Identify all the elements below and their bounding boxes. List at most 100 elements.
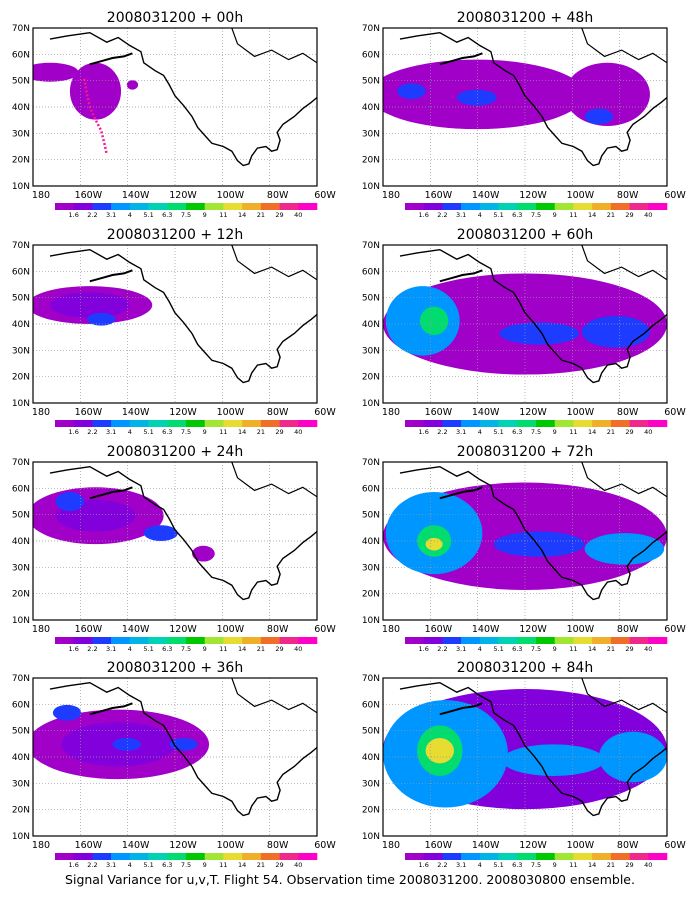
- colorbar-label: 40: [294, 428, 302, 436]
- lon-label: 160W: [75, 407, 103, 418]
- panel-title: 2008031200 + 12h: [107, 227, 243, 243]
- lat-label: 10N: [12, 616, 30, 626]
- map-frame: [32, 677, 318, 837]
- lon-label: 180: [32, 407, 50, 418]
- colorbar-label: 4: [128, 645, 132, 653]
- lat-label: 10N: [362, 399, 380, 409]
- colorbar-label: 4: [478, 861, 482, 869]
- panel-title: 2008031200 + 84h: [457, 660, 593, 676]
- colorbar-label: 7.5: [181, 645, 191, 653]
- colorbar-label: 3.1: [106, 645, 116, 653]
- lon-label: 80W: [267, 407, 289, 418]
- colorbar-label: 29: [275, 645, 283, 653]
- lat-label: 60N: [12, 267, 30, 277]
- panel-title: 2008031200 + 48h: [457, 10, 593, 26]
- panel-title: 2008031200 + 24h: [107, 444, 243, 460]
- colorbar-swatch: [405, 853, 425, 860]
- lat-label: 70N: [12, 24, 30, 34]
- colorbar-label: 21: [257, 211, 265, 219]
- colorbar-swatch: [554, 853, 574, 860]
- colorbar-swatch: [423, 637, 443, 644]
- colorbar-label: 5.1: [493, 861, 503, 869]
- lat-label: 50N: [12, 511, 30, 521]
- variance-contour: [192, 545, 215, 562]
- colorbar-swatch: [242, 853, 262, 860]
- colorbar-swatch: [92, 637, 112, 644]
- colorbar-swatch: [442, 420, 462, 427]
- island-chain: [89, 269, 133, 283]
- variance-contour: [584, 108, 614, 125]
- colorbar-swatch: [592, 637, 612, 644]
- colorbar-label: 2.2: [87, 428, 97, 436]
- colorbar-label: 2.2: [87, 861, 97, 869]
- variance-contour: [456, 89, 497, 106]
- lon-label: 180: [382, 190, 400, 201]
- colorbar-label: 7.5: [181, 211, 191, 219]
- lat-label: 40N: [12, 103, 30, 113]
- lon-label: 100W: [567, 624, 595, 635]
- lon-label: 120W: [169, 840, 197, 851]
- colorbar-swatch: [204, 420, 224, 427]
- lon-label: 120W: [169, 624, 197, 635]
- colorbar-swatch: [73, 853, 93, 860]
- colorbar-swatch: [298, 853, 318, 860]
- coastline: [231, 245, 317, 281]
- coastline: [49, 31, 317, 167]
- colorbar-swatch: [260, 637, 280, 644]
- colorbar-swatch: [186, 853, 206, 860]
- variance-contour: [86, 312, 116, 326]
- lon-label: 100W: [567, 840, 595, 851]
- colorbar-swatch: [204, 853, 224, 860]
- colorbar-swatch: [167, 853, 187, 860]
- colorbar-label: 1.6: [69, 861, 79, 869]
- colorbar-label: 7.5: [181, 861, 191, 869]
- colorbar-swatch: [223, 637, 243, 644]
- colorbar-swatch: [223, 420, 243, 427]
- lat-label: 70N: [12, 458, 30, 468]
- colorbar-label: 14: [238, 861, 246, 869]
- island-chain: [439, 486, 483, 500]
- colorbar-swatch: [536, 420, 556, 427]
- lat-label: 60N: [362, 50, 380, 60]
- colorbar-label: 9: [553, 861, 557, 869]
- lat-label: 10N: [362, 182, 380, 192]
- coastline: [399, 31, 667, 167]
- lon-label: 100W: [217, 190, 245, 201]
- coastline: [49, 681, 317, 817]
- lat-label: 40N: [362, 753, 380, 763]
- colorbar-label: 4: [478, 428, 482, 436]
- colorbar-label: 29: [275, 211, 283, 219]
- colorbar-label: 21: [257, 645, 265, 653]
- colorbar-swatch: [92, 203, 112, 210]
- colorbar-label: 14: [238, 645, 246, 653]
- colorbar-swatch: [554, 203, 574, 210]
- colorbar-label: 6.3: [162, 645, 172, 653]
- colorbar-swatch: [55, 203, 75, 210]
- colorbar-swatch: [279, 637, 299, 644]
- colorbar-label: 5.1: [493, 645, 503, 653]
- lat-label: 50N: [362, 511, 380, 521]
- lon-label: 60W: [664, 407, 686, 418]
- figure-caption: Signal Variance for u,v,T. Flight 54. Ob…: [65, 872, 635, 887]
- lat-label: 60N: [362, 700, 380, 710]
- colorbar-label: 11: [219, 861, 227, 869]
- coastline: [399, 248, 667, 384]
- colorbar-label: 6.3: [512, 428, 522, 436]
- lat-label: 40N: [12, 537, 30, 547]
- colorbar-swatch: [573, 203, 593, 210]
- colorbar-label: 9: [203, 861, 207, 869]
- lon-label: 60W: [314, 407, 336, 418]
- lat-label: 30N: [12, 129, 30, 139]
- colorbar-label: 4: [128, 428, 132, 436]
- colorbar-swatch: [554, 637, 574, 644]
- lat-label: 70N: [12, 674, 30, 684]
- lon-label: 160W: [425, 840, 453, 851]
- colorbar-label: 3.1: [106, 211, 116, 219]
- lon-label: 140W: [122, 624, 150, 635]
- lon-label: 160W: [425, 190, 453, 201]
- colorbar-label: 9: [203, 211, 207, 219]
- map-panel-2: 2008031200 + 12h 70N 60N 50N 40N 30N 20N 10N180…: [12, 227, 337, 436]
- lat-label: 10N: [362, 832, 380, 842]
- colorbar-swatch: [405, 420, 425, 427]
- colorbar-swatch: [629, 203, 649, 210]
